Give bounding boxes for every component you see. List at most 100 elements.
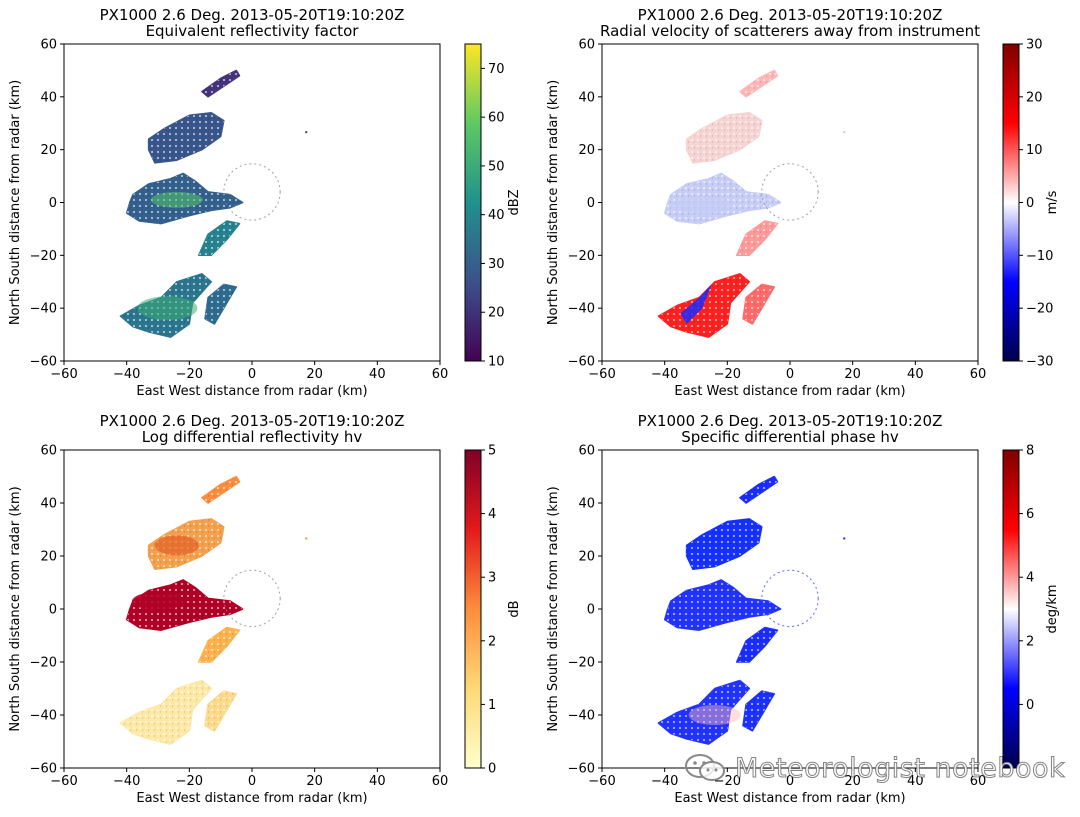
y-tick-label: −20 — [30, 656, 57, 671]
x-tick-label: −40 — [113, 774, 140, 789]
echo-speck — [305, 131, 308, 134]
colorbar-tick-label: 2 — [1026, 634, 1034, 649]
y-tick-label: −40 — [30, 709, 57, 724]
y-axis-label: North South distance from radar (km) — [546, 486, 561, 731]
x-tick-label: 60 — [432, 774, 449, 789]
x-tick-label: −40 — [651, 367, 678, 382]
x-tick-label: −20 — [176, 367, 203, 382]
echo-texture-cell-south-strip — [205, 691, 237, 731]
clutter-ring — [223, 163, 281, 221]
echo-texture-cell-south-main — [658, 273, 750, 338]
clutter-ring — [761, 569, 819, 628]
colorbar-tick-label: 0 — [1026, 698, 1034, 713]
panel-reflectivity: PX1000 2.6 Deg. 2013-05-20T19:10:20ZEqui… — [8, 6, 522, 399]
colorbar-tick-label: 5 — [488, 444, 496, 459]
x-axis-label: East West distance from radar (km) — [674, 384, 905, 399]
echo-texture-cell-north-small — [201, 70, 240, 97]
echo-texture-cell-north-small — [739, 476, 778, 503]
echo-weak-inbound — [672, 196, 733, 215]
colorbar-tick-label: 0 — [488, 762, 496, 777]
echo-mid-zdr — [154, 535, 199, 556]
x-tick-label: 20 — [306, 774, 323, 789]
colorbar — [464, 449, 482, 769]
watermark: Meteorologist notebook — [683, 748, 1065, 788]
y-tick-label: −60 — [568, 762, 595, 777]
colorbar-tick-label: 40 — [488, 208, 505, 223]
y-tick-label: −20 — [568, 249, 595, 264]
echo-texture-cell-south-strip — [205, 284, 237, 324]
x-tick-label: −20 — [714, 367, 741, 382]
radar-echoes — [657, 475, 846, 745]
colorbar-tick-label: −20 — [1026, 302, 1053, 317]
x-tick-label: 20 — [306, 367, 323, 382]
y-tick-label: −40 — [568, 302, 595, 317]
colorbar-tick-label: 20 — [1026, 90, 1043, 105]
panel-zdr: PX1000 2.6 Deg. 2013-05-20T19:10:20ZLog … — [8, 412, 522, 806]
x-tick-label: 40 — [369, 774, 386, 789]
radar-echoes — [657, 69, 846, 338]
echo-texture-cell-north-small — [201, 476, 240, 503]
echo-texture-cell-central — [664, 579, 781, 631]
y-tick-label: 0 — [587, 603, 595, 618]
colorbar-tick-label: 50 — [488, 159, 505, 174]
y-tick-label: 20 — [40, 143, 57, 158]
colorbar-tick-label: −30 — [1026, 355, 1053, 370]
colorbar — [1002, 43, 1020, 362]
x-tick-label: −60 — [50, 774, 77, 789]
y-tick-label: −40 — [30, 302, 57, 317]
echo-inbound-core — [680, 284, 712, 325]
echo-texture-cell-south-strip — [743, 284, 775, 324]
echo-texture-cell-south-strip — [743, 691, 775, 731]
radar-echoes — [119, 475, 308, 745]
colorbar-tick-label: 4 — [488, 507, 496, 522]
echo-texture-cell-north-main — [686, 112, 762, 163]
x-axis-label: East West distance from radar (km) — [674, 791, 905, 806]
chart-title: PX1000 2.6 Deg. 2013-05-20T19:10:20Z — [100, 412, 405, 430]
y-axis-label: North South distance from radar (km) — [8, 80, 23, 325]
colorbar-tick-label: 4 — [1026, 571, 1034, 586]
x-tick-label: 0 — [248, 774, 256, 789]
x-tick-label: 60 — [432, 367, 449, 382]
x-tick-label: 0 — [786, 367, 794, 382]
echo-texture-cell-south-main — [120, 680, 212, 745]
x-tick-label: 0 — [248, 367, 256, 382]
y-tick-label: 60 — [578, 38, 595, 53]
echo-core — [150, 191, 203, 208]
y-tick-label: −20 — [568, 656, 595, 671]
y-axis-label: North South distance from radar (km) — [546, 80, 561, 325]
x-tick-label: 20 — [844, 367, 861, 382]
panel-kdp: PX1000 2.6 Deg. 2013-05-20T19:10:20ZSpec… — [546, 412, 1060, 806]
x-tick-label: −60 — [588, 774, 615, 789]
colorbar-label: m/s — [1045, 190, 1060, 214]
echo-texture-cell-trail — [736, 221, 778, 256]
wechat-logo-icon — [685, 754, 725, 781]
x-tick-label: 20 — [844, 774, 861, 789]
y-tick-label: 40 — [578, 497, 595, 512]
echo-texture-cell-north-small — [739, 70, 778, 97]
echo-texture-cell-north-main — [686, 518, 762, 570]
x-tick-label: 40 — [907, 367, 924, 382]
colorbar-tick-label: 6 — [1026, 507, 1034, 522]
echo-texture-cell-trail — [198, 221, 240, 256]
colorbar-tick-label: 60 — [488, 111, 505, 126]
chart-subtitle: Specific differential phase hv — [681, 428, 899, 446]
echo-texture-cell-north-main — [148, 112, 224, 163]
radar-echoes — [119, 69, 308, 338]
colorbar — [464, 43, 482, 362]
chart-subtitle: Log differential reflectivity hv — [142, 428, 363, 446]
colorbar-label: dBZ — [507, 189, 522, 215]
y-tick-label: 40 — [40, 90, 57, 105]
colorbar-tick-label: 10 — [1026, 143, 1043, 158]
x-tick-label: 60 — [970, 367, 987, 382]
x-axis-label: East West distance from radar (km) — [136, 384, 367, 399]
y-tick-label: 40 — [578, 90, 595, 105]
colorbar-tick-label: 70 — [488, 62, 505, 77]
panel-velocity: PX1000 2.6 Deg. 2013-05-20T19:10:20ZRadi… — [546, 6, 1060, 399]
y-tick-label: 0 — [49, 196, 57, 211]
y-tick-label: 60 — [40, 444, 57, 459]
colorbar-tick-label: 8 — [1026, 444, 1034, 459]
y-tick-label: 20 — [578, 143, 595, 158]
y-tick-label: 0 — [587, 196, 595, 211]
x-tick-label: 60 — [970, 774, 987, 789]
